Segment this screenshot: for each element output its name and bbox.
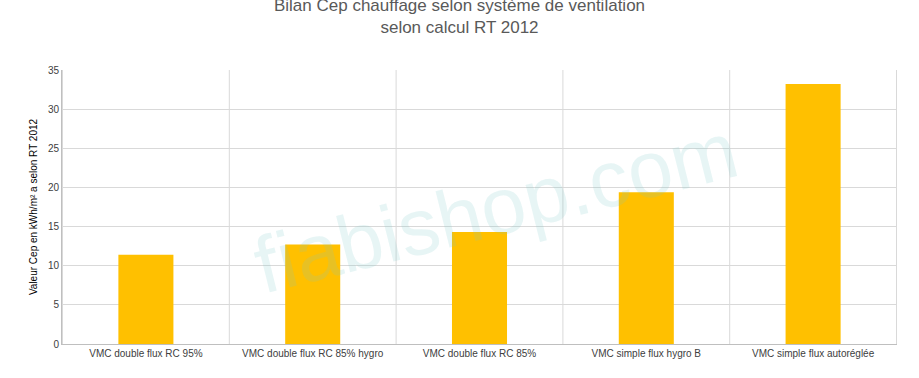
svg-text:15: 15	[48, 221, 60, 232]
svg-text:25: 25	[48, 143, 60, 154]
svg-text:5: 5	[53, 299, 59, 310]
svg-text:VMC simple flux hygro B: VMC simple flux hygro B	[592, 348, 702, 359]
svg-text:VMC simple flux autoréglée: VMC simple flux autoréglée	[752, 348, 875, 359]
svg-text:fiabishop.com: fiabishop.com	[246, 105, 746, 311]
svg-text:20: 20	[48, 182, 60, 193]
svg-text:30: 30	[48, 104, 60, 115]
svg-text:Bilan Cep chauffage selon syst: Bilan Cep chauffage selon système de ven…	[274, 0, 645, 37]
svg-text:Valeur Cep en kWh/m² a selon R: Valeur Cep en kWh/m² a selon RT 2012	[28, 118, 39, 295]
svg-text:VMC double flux RC 85% hygro: VMC double flux RC 85% hygro	[242, 348, 384, 359]
svg-text:0: 0	[53, 339, 59, 350]
svg-text:10: 10	[48, 260, 60, 271]
svg-text:VMC double flux RC 85%: VMC double flux RC 85%	[423, 348, 536, 359]
svg-text:35: 35	[48, 65, 60, 76]
svg-text:VMC double flux RC 95%: VMC double flux RC 95%	[89, 348, 202, 359]
